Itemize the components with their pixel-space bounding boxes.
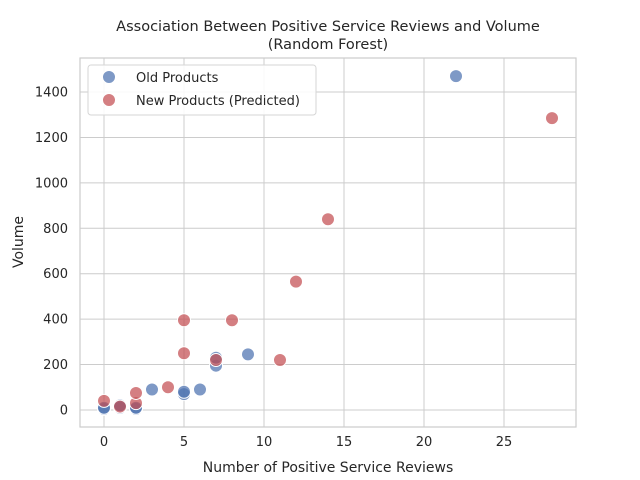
y-tick-label: 400 bbox=[43, 313, 68, 328]
y-tick-labels: 0 200 400 600 800 1000 1200 1400 bbox=[35, 86, 68, 419]
old-product-point bbox=[241, 347, 255, 362]
new-product-point bbox=[209, 353, 223, 368]
legend-label-new-products: New Products (Predicted) bbox=[136, 94, 300, 109]
chart-subtitle: (Random Forest) bbox=[268, 37, 388, 53]
x-tick-labels: 0 5 10 15 20 25 bbox=[100, 435, 512, 450]
y-tick-label: 800 bbox=[43, 222, 68, 237]
y-tick-label: 200 bbox=[43, 358, 68, 373]
old-product-point bbox=[145, 382, 159, 397]
legend: Old Products New Products (Predicted) bbox=[87, 64, 317, 116]
plot-area bbox=[79, 57, 577, 428]
new-product-point bbox=[97, 393, 111, 408]
legend-swatch-new-products bbox=[102, 93, 116, 107]
old-product-point bbox=[193, 382, 207, 397]
new-product-point bbox=[113, 399, 127, 414]
x-tick-label: 15 bbox=[336, 435, 353, 450]
y-tick-label: 600 bbox=[43, 267, 68, 282]
legend-label-old-products: Old Products bbox=[136, 71, 219, 86]
new-product-point bbox=[177, 346, 191, 361]
old-product-point bbox=[177, 384, 191, 399]
x-tick-label: 20 bbox=[416, 435, 433, 450]
new-product-point bbox=[545, 111, 559, 126]
new-product-point bbox=[273, 353, 287, 368]
legend-swatch-old-products bbox=[102, 70, 116, 84]
y-axis-label: Volume bbox=[11, 216, 27, 268]
series-new-products bbox=[97, 111, 559, 414]
chart-title: Association Between Positive Service Rev… bbox=[116, 19, 540, 35]
x-axis-label: Number of Positive Service Reviews bbox=[203, 460, 454, 476]
new-product-point bbox=[225, 313, 239, 328]
x-tick-label: 0 bbox=[100, 435, 108, 450]
y-tick-label: 1200 bbox=[35, 131, 68, 146]
new-product-point bbox=[161, 380, 175, 395]
y-tick-label: 0 bbox=[60, 403, 68, 418]
legend-box bbox=[87, 64, 317, 116]
new-product-point bbox=[177, 313, 191, 328]
new-product-point bbox=[129, 385, 143, 400]
new-product-point bbox=[321, 212, 335, 227]
x-tick-label: 10 bbox=[256, 435, 273, 450]
old-product-point bbox=[449, 69, 463, 84]
x-tick-label: 5 bbox=[180, 435, 188, 450]
y-tick-label: 1000 bbox=[35, 176, 68, 191]
data-points bbox=[97, 69, 559, 416]
new-product-point bbox=[289, 274, 303, 289]
y-tick-label: 1400 bbox=[35, 86, 68, 101]
x-tick-label: 25 bbox=[496, 435, 513, 450]
